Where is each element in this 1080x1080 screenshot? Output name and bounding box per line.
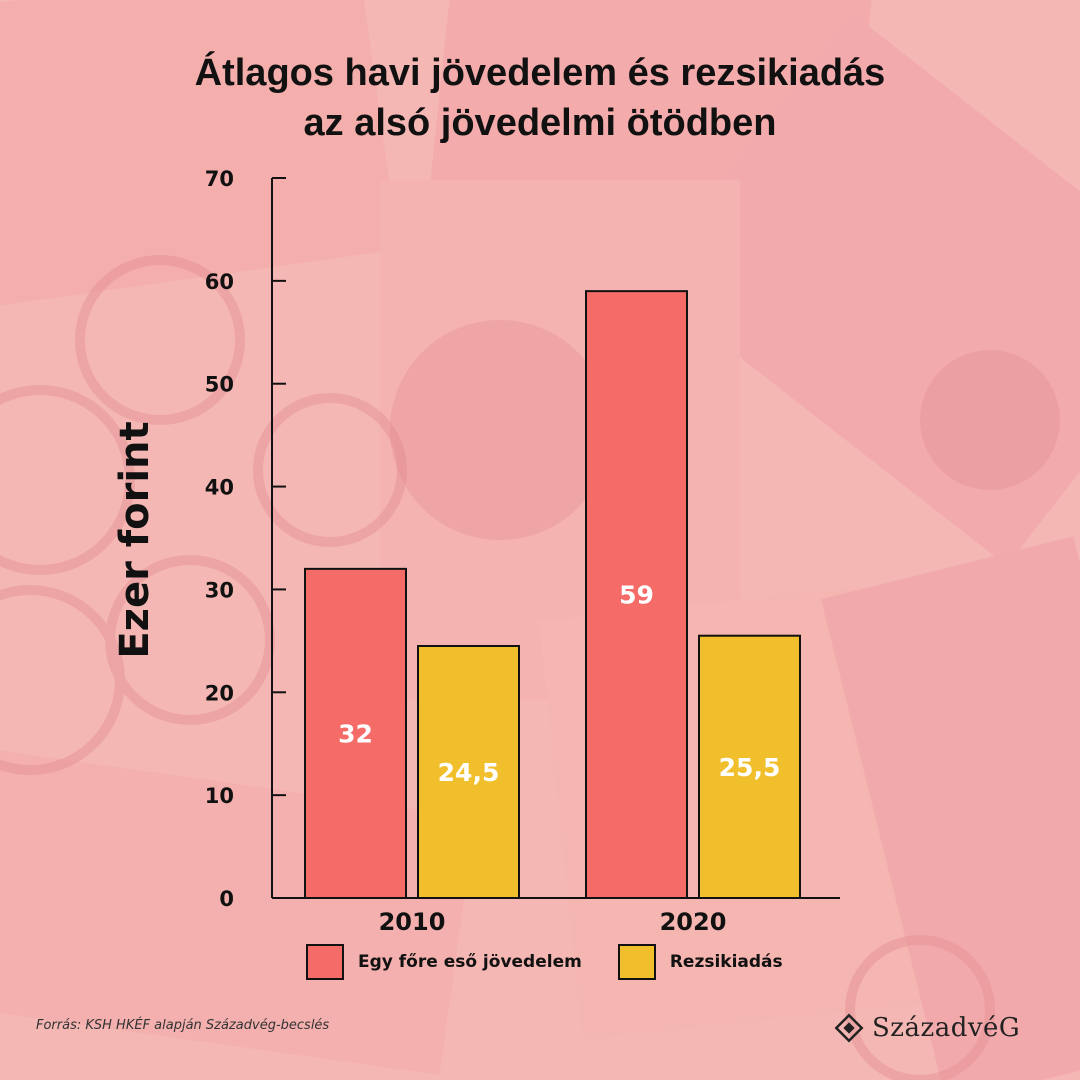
category-label-2010: 2010 bbox=[379, 908, 446, 936]
bars-group: 32 24,5 59 25,5 bbox=[304, 290, 801, 899]
y-tick-label: 30 bbox=[205, 578, 234, 602]
bar-income-2020 bbox=[585, 290, 688, 899]
data-label-income-2020: 59 bbox=[619, 581, 654, 610]
legend-item-income: Egy főre eső jövedelem bbox=[306, 944, 582, 980]
y-tick-label: 70 bbox=[205, 167, 234, 191]
data-label-utility-2010: 24,5 bbox=[438, 758, 500, 787]
category-label-2020: 2020 bbox=[660, 908, 727, 936]
bar-utility-2010 bbox=[417, 645, 520, 899]
y-axis-ticks: 0 10 20 30 40 50 60 70 bbox=[205, 167, 286, 911]
brand-logo-text: SzázadvéG bbox=[872, 1013, 1021, 1043]
chart-title-line-2: az alsó jövedelmi ötödben bbox=[303, 102, 777, 144]
x-axis-category-labels: 2010 2020 bbox=[379, 908, 727, 936]
chart-title: Átlagos havi jövedelem és rezsikiadás az… bbox=[0, 48, 1080, 148]
bar-income-2010 bbox=[304, 567, 407, 899]
y-tick-label: 40 bbox=[205, 476, 234, 500]
legend-label-income: Egy főre eső jövedelem bbox=[358, 952, 582, 972]
y-axis-label: Ezer forint bbox=[112, 421, 158, 658]
legend-label-utility: Rezsikiadás bbox=[669, 952, 783, 972]
y-tick-label: 60 bbox=[205, 270, 234, 294]
legend-swatch-utility bbox=[617, 944, 656, 980]
diamond-emblem-icon bbox=[834, 1013, 864, 1043]
data-label-utility-2020: 25,5 bbox=[719, 753, 781, 782]
brand-logo: SzázadvéG bbox=[834, 1008, 1020, 1048]
chart-title-line-1: Átlagos havi jövedelem és rezsikiadás bbox=[194, 52, 886, 94]
y-tick-label: 0 bbox=[219, 887, 234, 911]
legend-item-utility: Rezsikiadás bbox=[617, 944, 783, 980]
bar-utility-2020 bbox=[698, 634, 801, 899]
data-label-income-2010: 32 bbox=[338, 719, 373, 748]
legend: Egy főre eső jövedelem Rezsikiadás bbox=[306, 942, 819, 982]
source-note: Forrás: KSH HKÉF alapján Századvég-becsl… bbox=[36, 1018, 330, 1033]
y-tick-label: 20 bbox=[205, 681, 234, 705]
legend-swatch-income bbox=[306, 944, 344, 980]
y-tick-label: 10 bbox=[205, 784, 234, 808]
y-tick-label: 50 bbox=[205, 373, 234, 397]
